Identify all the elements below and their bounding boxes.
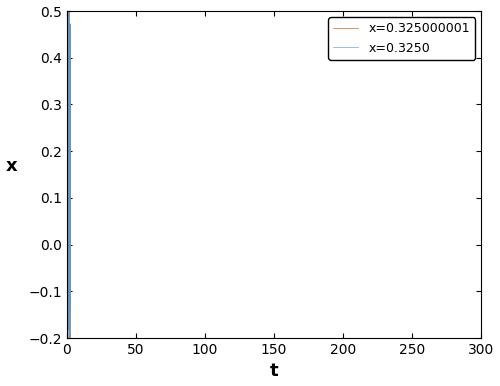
Line: x=0.3250: x=0.3250	[66, 3, 71, 386]
Legend: x=0.325000001, x=0.3250: x=0.325000001, x=0.3250	[328, 17, 475, 59]
Y-axis label: x: x	[6, 157, 17, 174]
x=0.325000001	[64, 90, 70, 95]
X-axis label: t: t	[270, 362, 278, 381]
x=0.3250	[66, 1, 72, 5]
x=0.3250	[64, 90, 70, 95]
x=0.325000001	[66, 1, 72, 5]
Line: x=0.325000001: x=0.325000001	[66, 3, 71, 386]
